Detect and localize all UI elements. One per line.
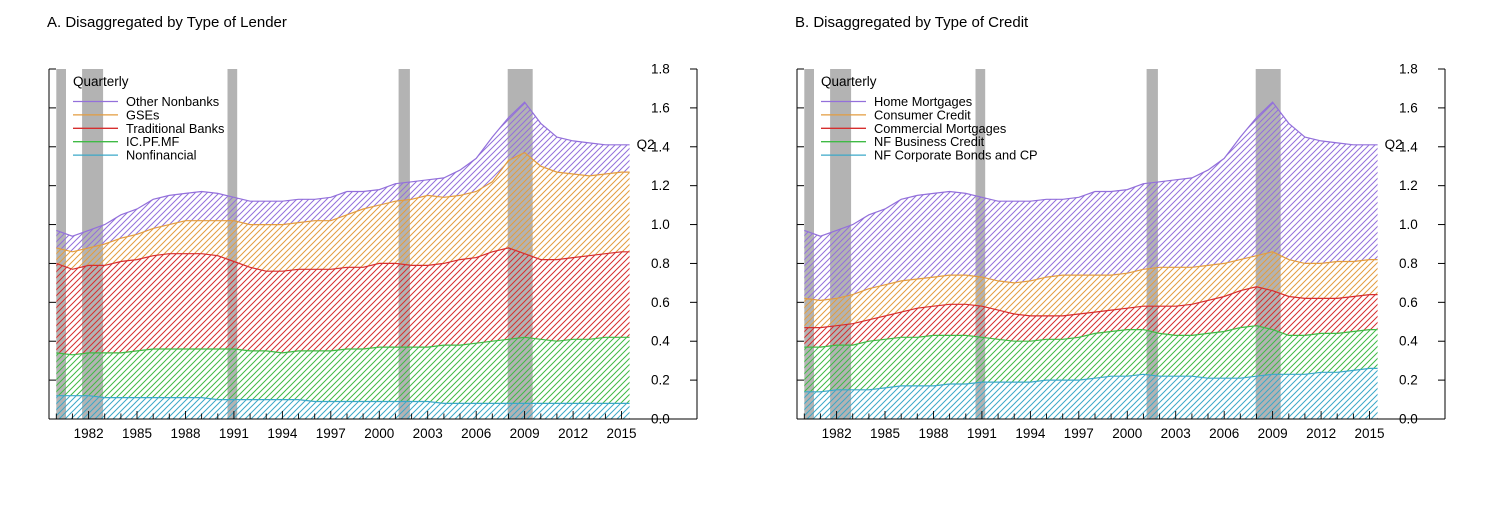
y-axis: 0.0 0.2 0.4 0.6 0.8 1.0 1.2 1.4 1.6 1.8 xyxy=(49,62,697,427)
x-axis-labels: 1982 1985 1988 1991 1994 1997 2000 2003 2006 2009… xyxy=(74,426,637,441)
stacked-areas xyxy=(804,102,1378,419)
area-consumer-credit xyxy=(804,251,1378,328)
x-axis-ticks xyxy=(803,411,1370,419)
y-tick-label: 1.2 xyxy=(651,178,670,193)
line-home-mortgages xyxy=(804,101,1378,237)
y-tick-label: 0.4 xyxy=(651,334,670,349)
x-tick-label: 2009 xyxy=(510,426,540,441)
area-home-mortgages xyxy=(804,102,1378,301)
area-nf-corporate-bonds-and-cp xyxy=(804,368,1378,419)
y-tick-label: 1.0 xyxy=(1399,217,1418,232)
legend-label-commercial-mortgages: Commercial Mortgages xyxy=(874,121,1006,136)
line-traditional-banks xyxy=(56,247,630,272)
y-tick-label: 1.4 xyxy=(1399,139,1418,154)
y-tick-label: 1.4 xyxy=(651,139,670,154)
y-tick-label: 0.6 xyxy=(651,295,670,310)
y-tick-label: 0.4 xyxy=(1399,334,1418,349)
series-boundary-lines xyxy=(804,101,1378,393)
x-tick-label: 2015 xyxy=(1354,426,1384,441)
x-tick-label: 1988 xyxy=(170,426,200,441)
x-tick-label: 2000 xyxy=(1112,426,1142,441)
area-ic-pf-mf xyxy=(56,337,630,404)
y-tick-label: 0.0 xyxy=(1399,412,1418,427)
x-tick-label: 1985 xyxy=(870,426,900,441)
area-nf-business-credit xyxy=(804,325,1378,392)
panel-a: A. Disaggregated by Type of Lender 0.0 0.… xyxy=(45,14,715,455)
x-tick-label: 1985 xyxy=(122,426,152,441)
legend-label-consumer-credit: Consumer Credit xyxy=(874,107,971,122)
y-axis: 0.0 0.2 0.4 0.6 0.8 1.0 1.2 1.4 1.6 1.8 xyxy=(797,62,1445,427)
line-consumer-credit xyxy=(804,251,1378,302)
x-tick-label: 2003 xyxy=(1161,426,1191,441)
y-tick-label: 0.2 xyxy=(651,373,670,388)
panel-b: B. Disaggregated by Type of Credit 0.0 0.… xyxy=(793,14,1463,455)
line-gses xyxy=(56,151,630,253)
x-tick-label: 1997 xyxy=(316,426,346,441)
area-traditional-banks xyxy=(56,247,630,355)
x-tick-label: 1982 xyxy=(822,426,852,441)
panel-a-title: A. Disaggregated by Type of Lender xyxy=(47,14,287,31)
legend-label-ic-pf-mf: IC.PF.MF xyxy=(126,134,180,149)
axes xyxy=(796,69,1446,420)
y-tick-label: 1.6 xyxy=(1399,100,1418,115)
legend-label-nonfinancial: Nonfinancial xyxy=(126,148,196,163)
x-tick-label: 2000 xyxy=(364,426,394,441)
x-tick-label: 1997 xyxy=(1064,426,1094,441)
y-tick-label: 1.0 xyxy=(651,217,670,232)
line-ic-pf-mf xyxy=(56,336,630,356)
x-tick-label: 1982 xyxy=(74,426,104,441)
legend-label-gses: GSEs xyxy=(126,107,159,122)
x-tick-label: 2006 xyxy=(461,426,491,441)
axes xyxy=(48,69,698,420)
y-tick-label: 0.6 xyxy=(1399,295,1418,310)
area-other-nonbanks xyxy=(56,102,630,252)
y-tick-label: 1.8 xyxy=(1399,62,1418,77)
x-axis-labels: 1982 1985 1988 1991 1994 1997 2000 2003 2006 2009… xyxy=(822,426,1385,441)
line-commercial-mortgages xyxy=(804,286,1378,329)
area-gses xyxy=(56,152,630,272)
end-label: Q2 xyxy=(1385,137,1403,152)
x-tick-label: 2015 xyxy=(606,426,636,441)
x-tick-label: 1991 xyxy=(967,426,997,441)
line-nonfinancial xyxy=(56,395,630,404)
legend-label-other-nonbanks: Other Nonbanks xyxy=(126,94,219,109)
x-tick-label: 1994 xyxy=(1015,426,1046,441)
x-axis-ticks xyxy=(55,411,622,419)
y-tick-label: 0.2 xyxy=(1399,373,1418,388)
frequency-label: Quarterly xyxy=(821,74,877,89)
x-tick-label: 2012 xyxy=(558,426,588,441)
y-tick-label: 1.6 xyxy=(651,100,670,115)
stacked-areas xyxy=(56,102,630,419)
x-tick-label: 2006 xyxy=(1209,426,1239,441)
x-tick-label: 1988 xyxy=(918,426,948,441)
frequency-label: Quarterly xyxy=(73,74,129,89)
y-tick-label: 1.2 xyxy=(1399,178,1418,193)
x-tick-label: 2009 xyxy=(1258,426,1288,441)
y-tick-label: 1.8 xyxy=(651,62,670,77)
line-nf-corporate-bonds-and-cp xyxy=(804,367,1378,393)
line-other-nonbanks xyxy=(56,101,630,237)
y-tick-label: 0.8 xyxy=(651,256,670,271)
x-tick-label: 1991 xyxy=(219,426,249,441)
x-tick-label: 1994 xyxy=(267,426,298,441)
x-tick-label: 2003 xyxy=(413,426,443,441)
legend-label-home-mortgages: Home Mortgages xyxy=(874,94,972,109)
end-label: Q2 xyxy=(637,137,655,152)
line-nf-business-credit xyxy=(804,325,1378,348)
area-nonfinancial xyxy=(56,395,630,419)
series-boundary-lines xyxy=(56,101,630,404)
panel-b-title: B. Disaggregated by Type of Credit xyxy=(795,14,1029,31)
legend-label-nf-business-credit: NF Business Credit xyxy=(874,134,985,149)
y-tick-label: 0.0 xyxy=(651,412,670,427)
x-tick-label: 2012 xyxy=(1306,426,1336,441)
y-tick-label: 0.8 xyxy=(1399,256,1418,271)
area-commercial-mortgages xyxy=(804,286,1378,348)
legend-label-nf-corporate-bonds-and-cp: NF Corporate Bonds and CP xyxy=(874,148,1038,163)
legend-label-traditional-banks: Traditional Banks xyxy=(126,121,224,136)
